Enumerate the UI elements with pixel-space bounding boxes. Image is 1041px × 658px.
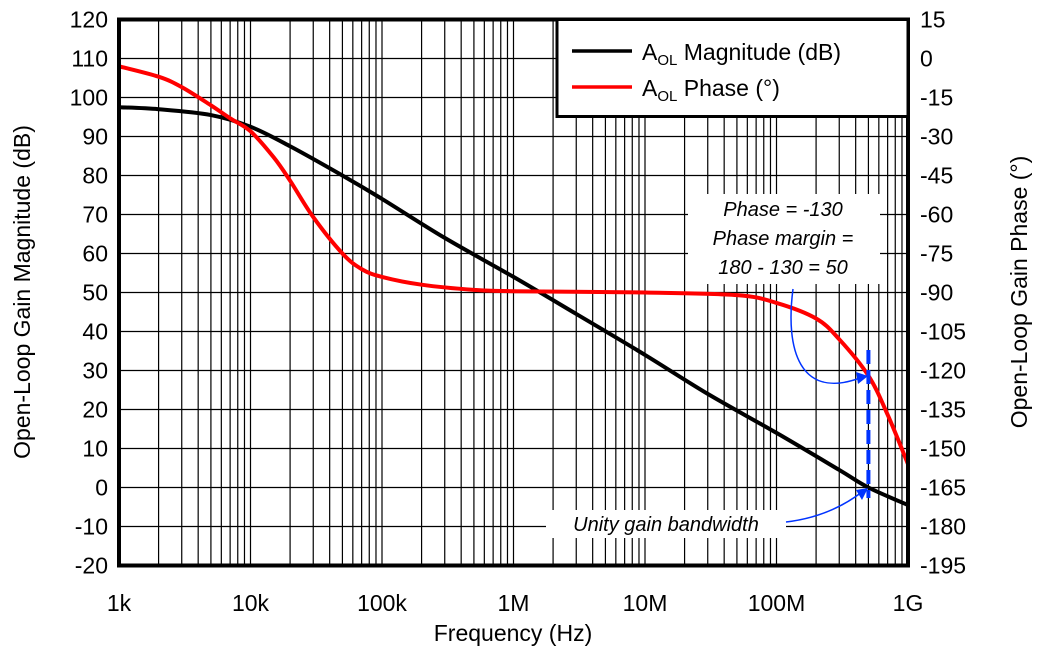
phase-arrowhead (856, 372, 868, 384)
y-tick-label: 90 (82, 124, 108, 150)
y2-tick-label: 15 (920, 7, 946, 33)
annotation-phase-line-3: 180 - 130 = 50 (718, 257, 848, 279)
legend: AOL Magnitude (dB) AOL Phase (°) (555, 18, 910, 118)
ugb-arrow (785, 491, 863, 523)
y-tick-label: 60 (82, 241, 108, 267)
y-tick-label: 120 (70, 7, 108, 33)
y2-tick-label: -165 (920, 475, 966, 501)
y-tick-label: 30 (82, 358, 108, 384)
y2-tick-label: -45 (920, 163, 953, 189)
phase-arrow (790, 288, 861, 384)
ugb-arrowhead (856, 488, 868, 500)
annotation-phase-line-1: Phase = -130 (723, 199, 843, 221)
y2-tick-label: 0 (920, 46, 933, 72)
grid (119, 19, 908, 566)
x-tick-label: 10k (232, 590, 270, 616)
y2-tick-label: -30 (920, 124, 953, 150)
y-tick-label: 100 (70, 85, 108, 111)
y2-tick-label: -15 (920, 85, 953, 111)
y2-tick-label: -60 (920, 202, 953, 228)
tick-labels: 1k 10k 100k 1M 10M 100M 1G12011010090807060504… (70, 7, 966, 617)
annotation-ugb: Unity gain bandwidth (546, 488, 868, 538)
annotation-phase: Phase = -130 Phase margin = 180 - 130 = … (688, 194, 880, 384)
x-tick-label: 1M (498, 590, 530, 616)
x-tick-label: 100k (357, 590, 407, 616)
y2-tick-label: -180 (920, 514, 966, 540)
y-tick-label: 0 (95, 475, 108, 501)
y2-axis-label: Open-Loop Gain Phase (°) (1006, 156, 1032, 429)
phase-line (118, 64, 910, 465)
y2-tick-label: -120 (920, 358, 966, 384)
x-axis-label: Frequency (Hz) (434, 620, 592, 646)
x-tick-label: 100M (748, 590, 806, 616)
y2-tick-label: -195 (920, 553, 966, 579)
x-tick-label: 10M (623, 590, 668, 616)
y-tick-label: 110 (71, 46, 108, 72)
legend-label-magnitude: AOL Magnitude (dB) (642, 39, 841, 69)
y-axis-label: Open-Loop Gain Magnitude (dB) (9, 125, 35, 459)
y-tick-label: 50 (82, 280, 108, 306)
y-tick-label: -10 (75, 514, 108, 540)
annotation-ugb-text: Unity gain bandwidth (573, 514, 759, 536)
y2-tick-label: -75 (920, 241, 953, 267)
y2-tick-label: -90 (920, 280, 953, 306)
x-tick-label: 1G (893, 590, 924, 616)
y2-tick-label: -105 (920, 319, 966, 345)
y-tick-label: 70 (82, 202, 108, 228)
series (118, 64, 910, 507)
y2-tick-label: -135 (920, 397, 966, 423)
legend-label-phase: AOL Phase (°) (642, 75, 780, 105)
y-tick-label: 20 (82, 397, 108, 423)
y-tick-label: 80 (82, 163, 108, 189)
x-tick-label: 1k (107, 590, 132, 616)
annotation-phase-line-2: Phase margin = (713, 228, 854, 250)
y-tick-label: 10 (82, 436, 108, 462)
y-tick-label: -20 (75, 553, 108, 579)
plot-frame (117, 17, 910, 568)
y-tick-label: 40 (82, 319, 108, 345)
legend-box (555, 18, 910, 118)
y2-tick-label: -150 (920, 436, 966, 462)
